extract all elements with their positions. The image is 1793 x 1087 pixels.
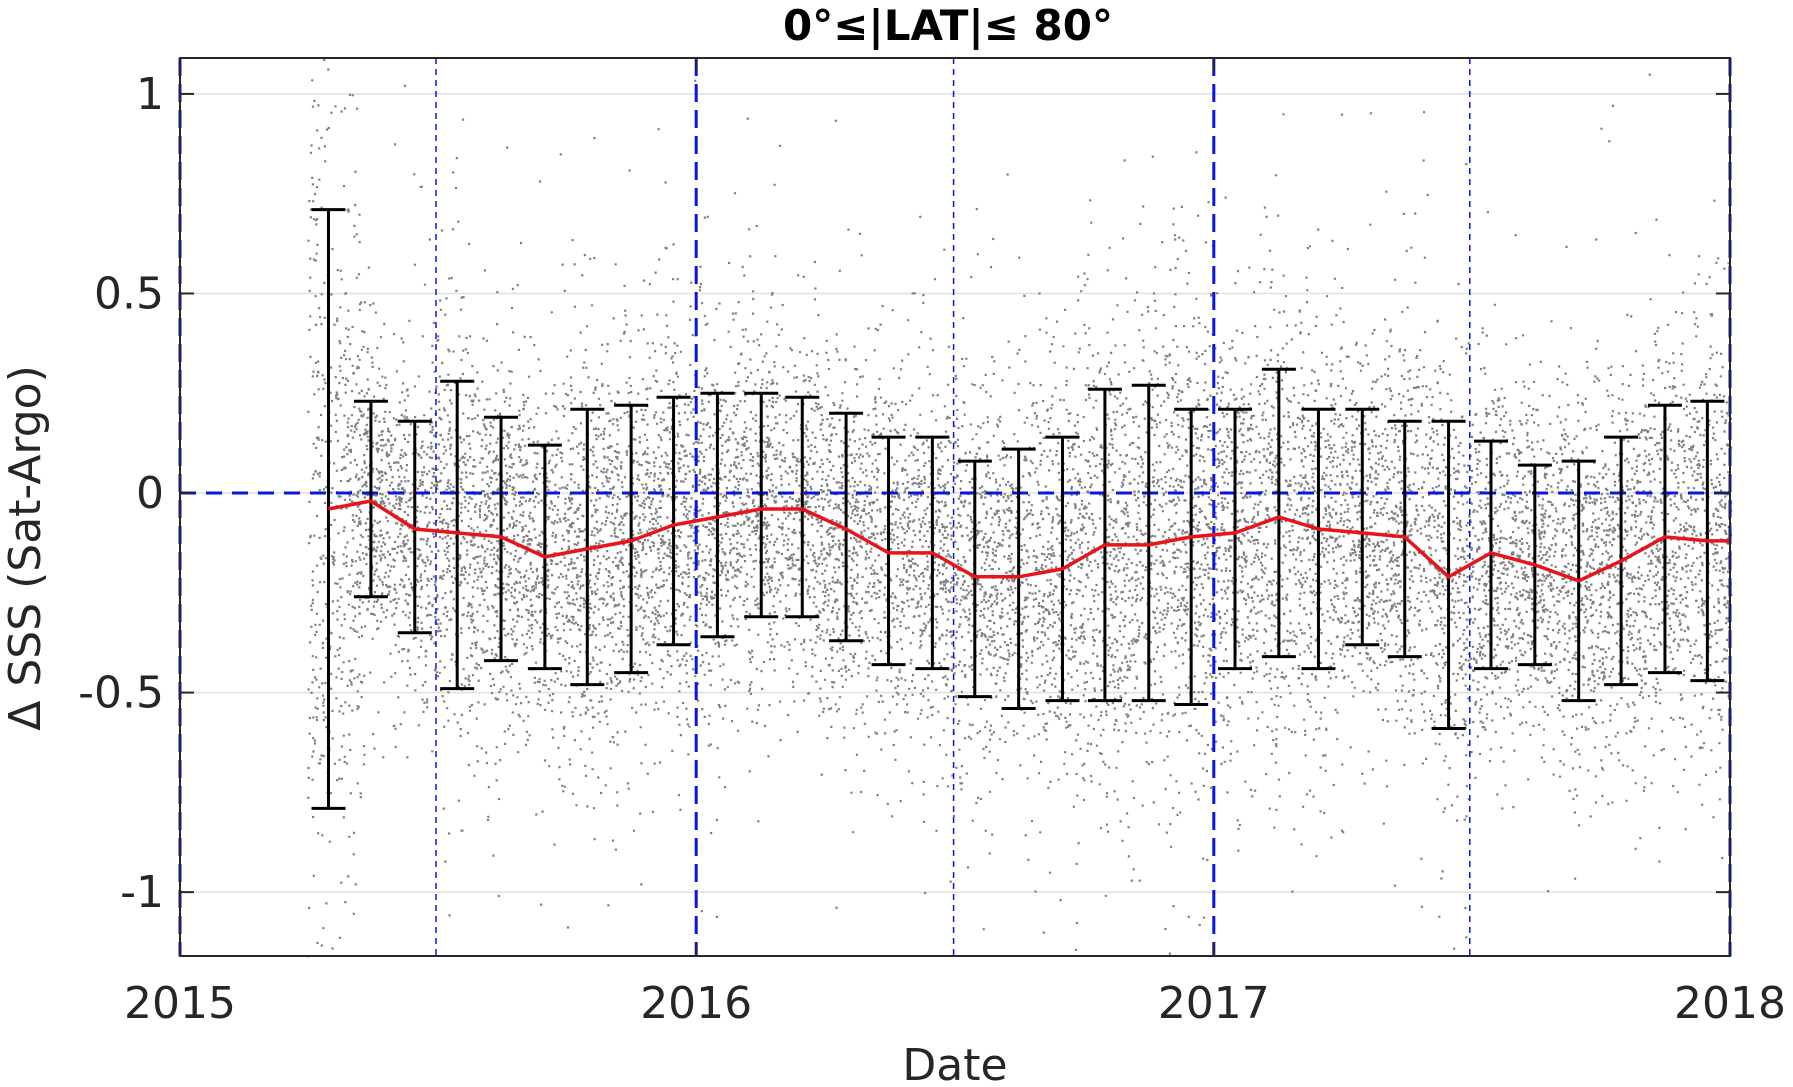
error-bar [656,395,691,647]
y-tick-label: -1 [120,867,164,918]
error-bar [1261,367,1296,659]
x-tick-label: 2016 [640,978,752,1029]
error-bar [829,411,864,643]
error-bar [614,403,649,675]
x-tick-label: 2015 [124,978,236,1029]
error-bar [785,395,820,619]
mean-line [328,499,1730,583]
y-tick-label: -0.5 [78,668,164,719]
error-bar [311,208,346,810]
error-bar [570,407,605,687]
y-tick-label: 0 [136,468,164,519]
error-bar [957,459,992,699]
axes-box [179,57,1731,957]
error-bar [1131,383,1166,703]
error-bar [700,391,735,639]
y-axis-label: Δ SSS (Sat-Argo) [0,365,51,731]
plot-area: 1 0.5 0 -0.5 -1 2015 2016 2017 2018 [78,57,1786,1029]
error-bar [353,399,388,599]
error-bar [484,415,519,663]
y-tick-label: 1 [136,69,164,120]
error-bar [1174,407,1209,707]
error-bar [744,391,779,619]
error-bar [440,379,475,691]
error-bar [1345,407,1380,647]
x-tick-label: 2018 [1674,978,1786,1029]
error-bar [1001,447,1036,711]
error-bar [1647,403,1682,675]
y-tick-label: 0.5 [94,268,164,319]
chart-title: 0°≤|LAT|≤ 80° [783,1,1113,50]
error-bar [1218,407,1253,671]
error-bar [1301,407,1336,671]
x-tick-label: 2017 [1158,978,1270,1029]
error-bar [871,435,906,667]
x-axis-label: Date [902,1040,1007,1087]
